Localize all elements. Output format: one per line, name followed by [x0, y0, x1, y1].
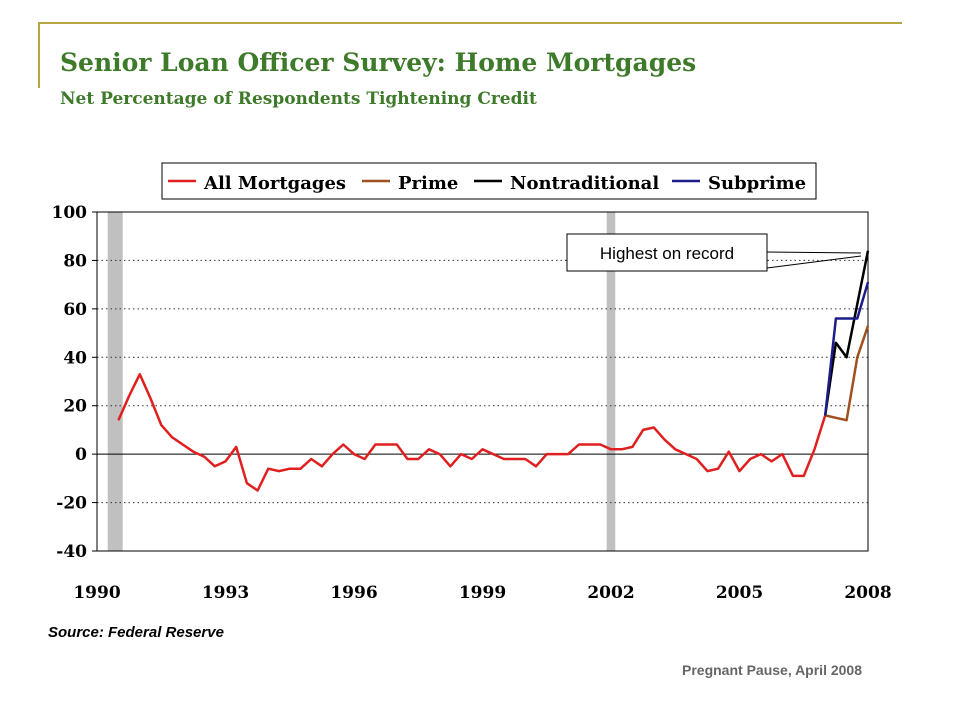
callout-pointer-1	[766, 251, 862, 254]
y-tick-label: -40	[56, 542, 87, 562]
y-tick-label: -20	[56, 494, 87, 514]
plot-area-border	[96, 211, 869, 552]
legend-label: Nontraditional	[510, 173, 659, 194]
callout: Highest on record	[566, 233, 862, 272]
callout-label: Highest on record	[600, 244, 734, 263]
recession-bands	[107, 212, 616, 551]
source-note: Source: Federal Reserve	[48, 624, 224, 641]
x-tick-label: 1993	[202, 583, 249, 603]
x-tick-label: 1990	[73, 583, 120, 603]
y-tick-label: 80	[63, 251, 87, 271]
callout-pointer-2	[766, 255, 862, 269]
recession-band-1	[606, 212, 616, 551]
frame-left-rule	[38, 22, 40, 88]
series-lines	[117, 250, 870, 492]
y-tick-label: 40	[63, 348, 87, 368]
series-line-nontraditional	[823, 250, 870, 416]
y-tick-label: 60	[63, 300, 87, 320]
legend: All Mortgages Prime Nontraditional Subprime	[161, 162, 817, 200]
recession-band-0	[107, 212, 123, 551]
y-tick-label: 0	[75, 445, 87, 465]
x-tick-label: 2008	[844, 583, 891, 603]
series-line-prime	[824, 325, 870, 422]
x-tick-label: 1999	[459, 583, 506, 603]
x-tick-label: 1996	[330, 583, 377, 603]
legend-label: All Mortgages	[203, 173, 346, 194]
gridlines	[97, 259, 868, 504]
frame-top-rule	[40, 22, 902, 24]
x-tick-label: 2005	[716, 583, 763, 603]
callout-box	[566, 233, 768, 272]
credit-note: Pregnant Pause, April 2008	[682, 662, 862, 678]
y-tick-label: 100	[52, 203, 88, 223]
page-title: Senior Loan Officer Survey: Home Mortgag…	[60, 48, 697, 77]
x-tick-label: 2002	[587, 583, 634, 603]
legend-label: Subprime	[708, 173, 806, 194]
axes: 100 80 60 40 20 0 -20 -40 1990 1993 1996 1999 2002 20…	[52, 203, 892, 603]
y-tick-label: 20	[63, 397, 87, 417]
series-line-all-mortgages	[117, 372, 827, 492]
series-line-subprime	[823, 281, 870, 416]
page-subtitle: Net Percentage of Respondents Tightening…	[60, 89, 537, 109]
legend-label: Prime	[398, 173, 458, 194]
